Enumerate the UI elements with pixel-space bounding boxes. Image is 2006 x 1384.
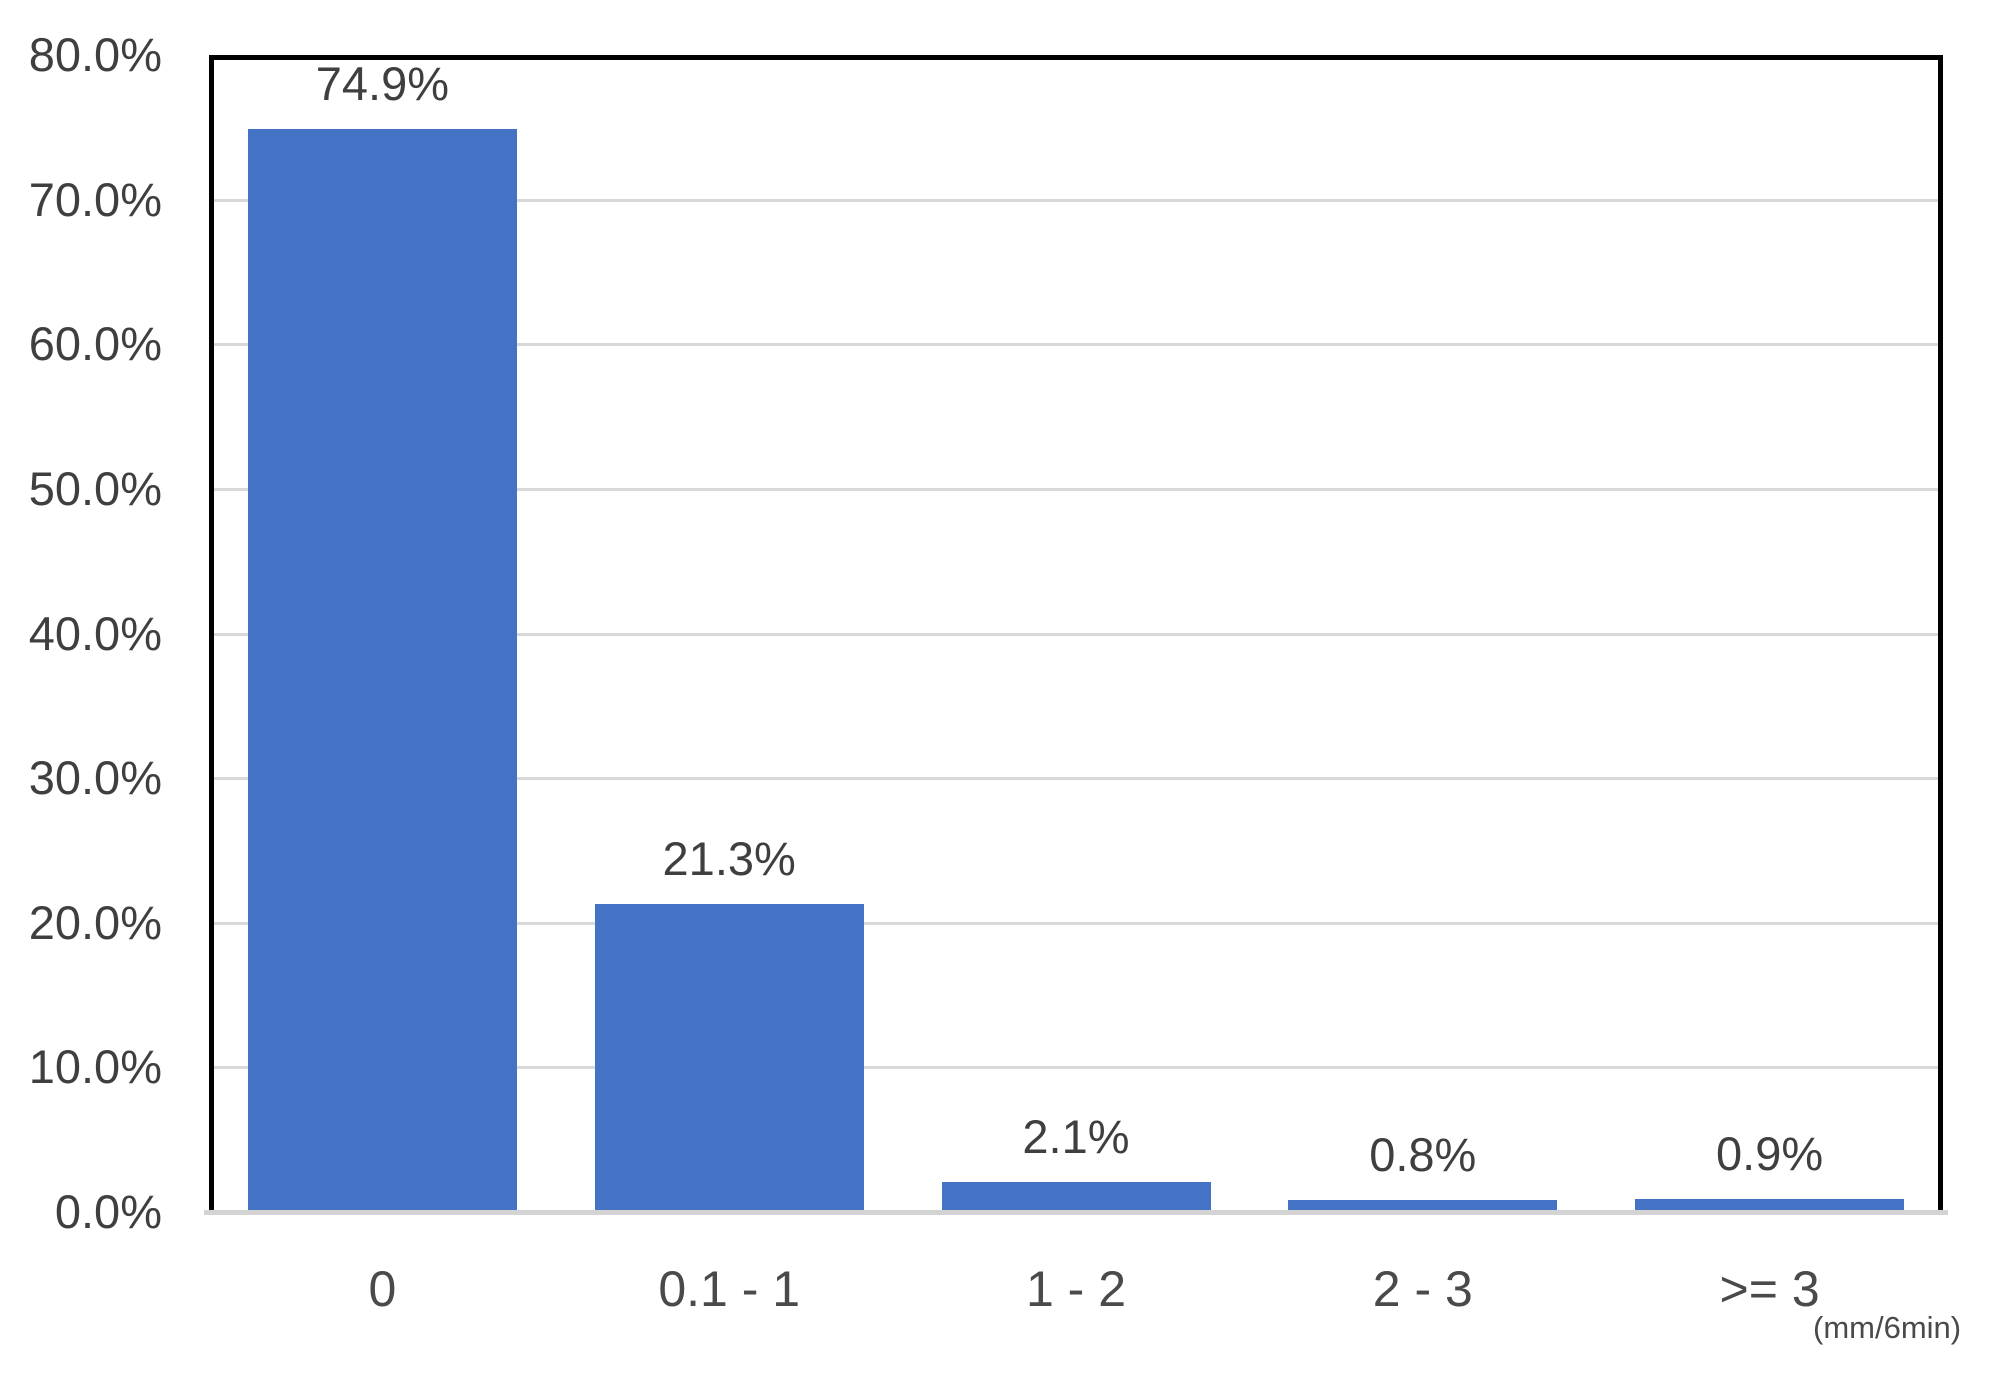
y-axis-tick-label: 20.0% [28, 895, 162, 949]
gridline [214, 343, 1938, 347]
gridline [214, 198, 1938, 202]
gridline [214, 487, 1938, 491]
x-axis-line [204, 1210, 1948, 1215]
y-axis-tick-label: 0.0% [54, 1185, 162, 1238]
bar [247, 128, 517, 1212]
x-axis-category-label: 0.1 - 1 [658, 1261, 801, 1317]
y-axis-tick-label: 60.0% [28, 317, 162, 371]
y-axis-tick-label: 40.0% [28, 606, 162, 660]
gridline [214, 777, 1938, 781]
x-axis-category-label: >= 3 [1719, 1261, 1820, 1317]
y-axis-tick-label: 80.0% [28, 28, 162, 81]
bar-value-label: 2.1% [1022, 1109, 1130, 1163]
y-axis-tick-label: 30.0% [28, 751, 162, 805]
x-axis-unit-note: (mm/6min) [1813, 1310, 1962, 1345]
x-axis-category-label: 2 - 3 [1372, 1261, 1473, 1317]
y-axis-tick-label: 10.0% [28, 1040, 162, 1094]
bar [1288, 1200, 1558, 1212]
x-axis-category-label: 1 - 2 [1025, 1261, 1127, 1317]
bar [1635, 1198, 1905, 1212]
bar-value-label: 0.8% [1369, 1128, 1477, 1182]
plot-area [209, 55, 1943, 1212]
bar-value-label: 0.9% [1716, 1126, 1824, 1180]
y-axis-tick-label: 50.0% [28, 461, 162, 515]
bar-value-label: 74.9% [315, 56, 450, 110]
gridline [214, 632, 1938, 636]
bar-value-label: 21.3% [662, 831, 796, 885]
gridline [214, 1066, 1938, 1070]
x-axis-category-label: 0 [368, 1261, 397, 1317]
y-axis-tick-label: 70.0% [28, 172, 162, 226]
gridline [214, 921, 1938, 925]
bar [941, 1181, 1211, 1212]
bar [594, 903, 864, 1212]
